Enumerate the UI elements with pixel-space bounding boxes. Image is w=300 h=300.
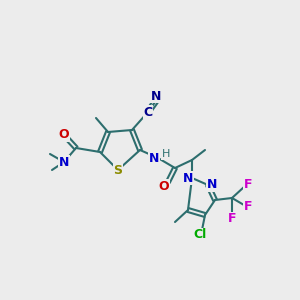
Text: F: F <box>244 178 252 191</box>
Text: N: N <box>151 89 161 103</box>
Text: N: N <box>207 178 217 191</box>
Text: N: N <box>183 172 193 184</box>
Text: O: O <box>159 179 169 193</box>
Text: N: N <box>59 155 69 169</box>
Text: C: C <box>143 106 153 118</box>
Text: H: H <box>162 149 170 159</box>
Text: F: F <box>228 212 236 226</box>
Text: Cl: Cl <box>194 229 207 242</box>
Text: S: S <box>113 164 122 176</box>
Text: O: O <box>59 128 69 142</box>
Text: N: N <box>149 152 159 164</box>
Text: F: F <box>244 200 252 214</box>
